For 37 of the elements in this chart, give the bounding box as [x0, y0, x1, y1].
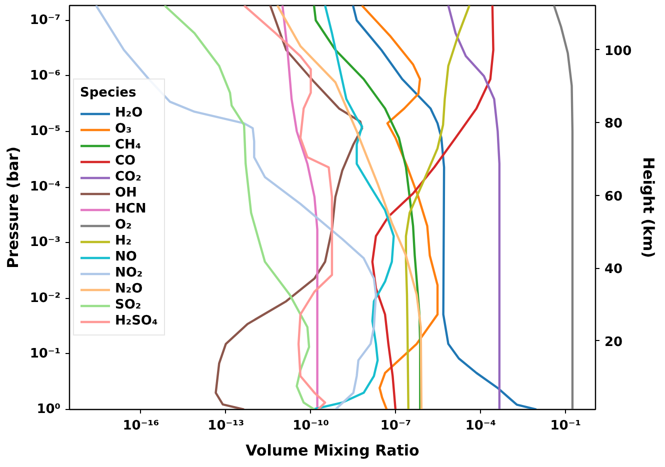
legend-label: H₂ [115, 234, 133, 248]
y-tick-label: 10⁻⁵ [30, 124, 61, 140]
legend-label: H₂SO₄ [115, 314, 158, 328]
y2-axis-title: Height (km) [640, 157, 658, 258]
legend-label: O₂ [115, 218, 133, 232]
legend-label: OH [115, 186, 137, 200]
x-tick-label: 10⁻¹⁰ [292, 418, 330, 434]
legend-label: N₂O [115, 282, 143, 296]
x-tick-label: 10⁻¹⁶ [122, 418, 160, 434]
y-tick-label: 10⁻¹ [30, 346, 61, 362]
x-tick-label: 10⁻⁴ [465, 418, 496, 434]
legend-label: CO [115, 154, 136, 168]
legend-label: O₃ [115, 122, 133, 136]
legend-label: NO [115, 250, 137, 264]
y-tick-label: 10⁰ [36, 402, 61, 417]
x-tick-label: 10⁻¹ [550, 418, 581, 434]
x-tick-label: 10⁻⁷ [380, 418, 412, 434]
y-tick-label: 10⁻² [30, 290, 61, 306]
y2-tick-label: 100 [604, 44, 632, 59]
y-tick-label: 10⁻³ [30, 235, 61, 250]
y2-tick-label: 20 [604, 334, 623, 350]
x-tick-label: 10⁻¹³ [208, 418, 244, 434]
y2-tick-label: 60 [604, 189, 623, 204]
legend-label: NO₂ [115, 266, 143, 280]
legend-label: CO₂ [115, 170, 142, 184]
legend-label: CH₄ [115, 138, 142, 152]
legend-title: Species [80, 86, 138, 100]
x-axis-title: Volume Mixing Ratio [246, 442, 420, 460]
y2-tick-label: 40 [604, 262, 623, 278]
legend-label: H₂O [115, 106, 143, 120]
y-axis-title: Pressure (bar) [4, 146, 22, 268]
legend-label: SO₂ [115, 298, 142, 312]
y2-tick-label: 80 [604, 116, 623, 132]
y-tick-label: 10⁻⁷ [30, 12, 61, 28]
legend-label: HCN [115, 202, 146, 216]
y-tick-label: 10⁻⁴ [30, 180, 61, 195]
y-tick-label: 10⁻⁶ [30, 68, 61, 84]
